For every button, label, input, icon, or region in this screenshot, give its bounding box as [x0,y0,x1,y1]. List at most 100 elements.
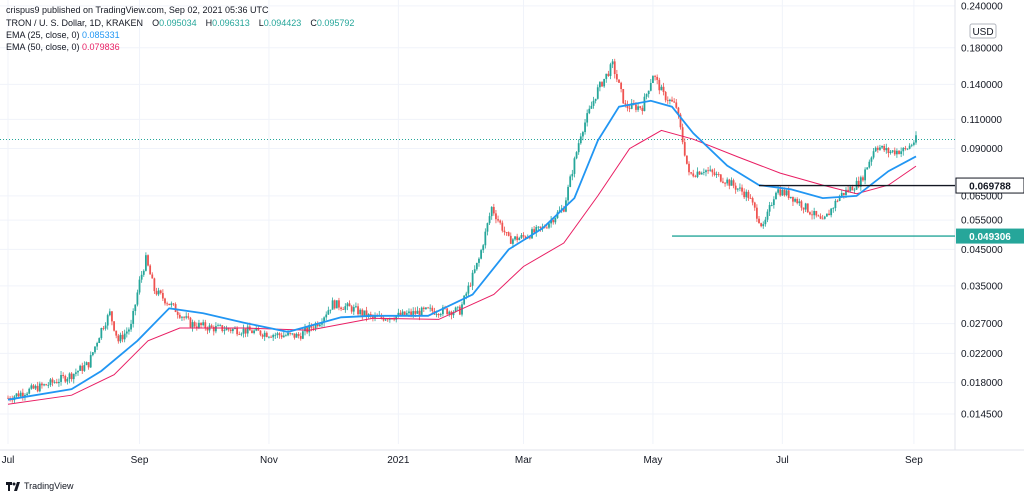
candle-body [717,173,720,175]
resistance-level-label: 0.069788 [969,182,1011,193]
candle-body [72,373,75,380]
chart-header: crispus9 published on TradingView.com, S… [6,4,354,53]
candle-body [859,177,862,187]
candle-body [891,150,894,152]
candle-body [688,163,690,173]
candle-body [96,343,99,347]
candle-body [840,192,843,196]
candle-body [344,306,347,310]
candle-body [666,100,669,102]
candle-body [520,235,523,238]
candle-body [161,293,164,299]
candle-body [643,96,646,112]
candle-body [53,382,56,383]
candle-body [418,310,421,316]
y-tick-label: 0.022000 [961,349,1003,360]
candle-body [696,171,699,177]
candle-body [507,232,510,236]
candle-body [427,307,429,309]
candle-body [800,201,803,208]
candle-body [783,189,786,196]
candle-body [189,317,192,328]
candle-body [399,312,402,316]
candle-body [743,191,746,198]
candle-body [19,392,22,397]
candle-body [251,330,253,334]
candle-body [36,385,39,392]
candle-body [60,375,62,382]
candle-body [794,199,796,202]
ema50-value: 0.079836 [82,42,120,52]
candle-body [461,304,463,315]
candle-body [352,307,355,312]
ema25-legend[interactable]: EMA (25, close, 0) 0.085331 [6,29,354,41]
candle-body [155,291,158,295]
candle-body [442,307,444,315]
candle-body [881,145,883,148]
candle-body [792,196,794,202]
candle-body [501,222,504,231]
candle-body [293,333,296,338]
candle-body [149,265,152,275]
candle-body [747,191,750,199]
ohlc-low-value: 0.094423 [263,18,302,28]
candle-body [452,312,455,316]
ohlc-low-label: L [258,18,264,28]
candle-body [144,255,147,271]
candle-body [537,226,540,228]
ohlc-open-label: O [152,18,160,28]
candle-body [412,311,415,315]
x-tick-label: Sep [905,455,923,466]
candle-body [340,307,342,310]
candle-body [265,332,268,338]
candle-body [274,334,277,336]
candle-body [231,328,234,332]
candle-body [414,311,417,314]
candle-body [102,328,105,329]
candle-body [164,298,166,304]
candle-body [760,223,763,227]
candle-body [87,362,90,368]
candle-body [522,235,525,237]
ema50-legend[interactable]: EMA (50, close, 0) 0.079836 [6,41,354,53]
candle-body [134,304,137,312]
candle-body [847,189,850,192]
tradingview-footer[interactable]: TradingView [6,481,74,491]
candle-body [45,384,48,386]
candle-body [652,76,654,84]
tradingview-brand: TradingView [24,481,74,491]
y-tick-label: 0.014500 [961,410,1003,421]
candle-body [889,151,892,154]
candle-body [202,322,205,326]
candle-body [870,157,873,162]
candle-body [645,94,648,97]
symbol-title: TRON / U. S. Dollar, 1D, KRAKEN [6,18,144,28]
candle-body [408,311,410,314]
candle-body [550,219,553,224]
candle-body [7,397,9,399]
candle-body [571,173,574,177]
y-tick-label: 0.140000 [961,80,1003,91]
candle-body [592,100,595,106]
candle-body [834,200,837,209]
candle-body [497,219,499,221]
candle-body [301,331,304,339]
candle-body [215,326,217,332]
candle-body [539,226,542,228]
candle-body [425,307,427,310]
candle-body [883,145,886,151]
candle-body [166,303,169,305]
candle-body [227,328,230,330]
candle-body [287,332,289,336]
candle-body [577,143,580,153]
candle-body [806,203,809,213]
candle-body [669,99,671,102]
candle-body [439,314,442,316]
candle-body [312,327,315,329]
candle-body [359,309,362,315]
candle-body [98,338,101,344]
candle-body [128,329,130,332]
candle-body [85,362,88,366]
candle-body [622,89,625,104]
